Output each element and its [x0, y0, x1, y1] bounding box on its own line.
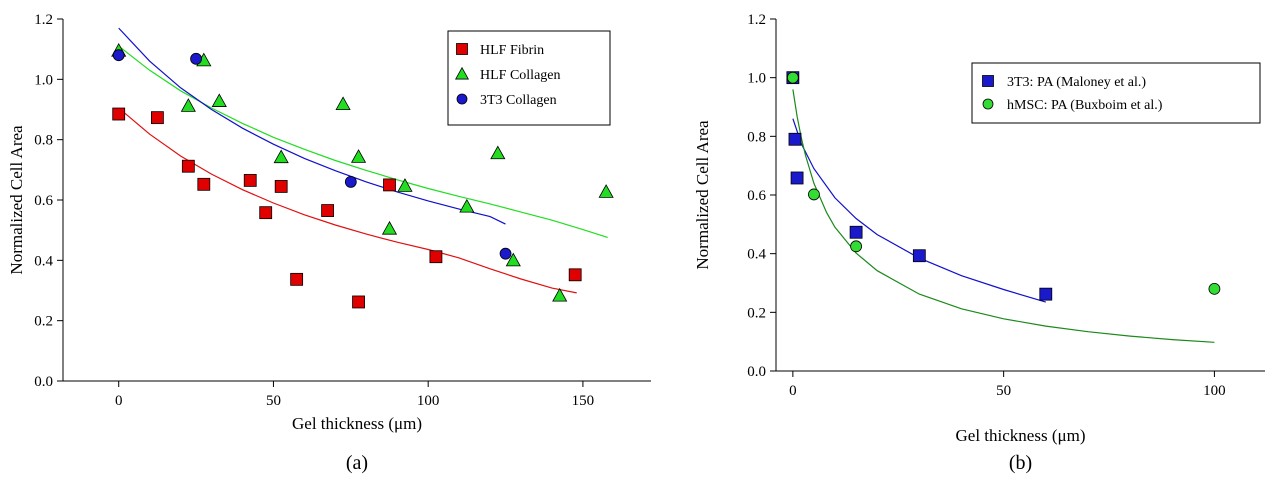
data-point — [505, 252, 521, 267]
data-point — [788, 132, 802, 146]
y-tick-label: 0.0 — [747, 364, 766, 380]
data-point — [786, 71, 799, 84]
data-point — [181, 159, 195, 173]
data-point — [350, 149, 367, 163]
legend-symbol — [982, 98, 994, 110]
data-point — [150, 111, 164, 125]
legend-label: HLF Collagen — [480, 68, 561, 83]
data-point — [429, 250, 443, 264]
data-point — [180, 98, 196, 112]
legend-box — [447, 30, 611, 126]
legend-label: hMSC: PA (Buxboim et al.) — [1007, 98, 1163, 113]
legend-label: 3T3: PA (Maloney et al.) — [1007, 75, 1146, 90]
fit-curve — [118, 107, 577, 294]
data-point — [850, 240, 862, 253]
x-tick-label: 100 — [417, 393, 440, 409]
chart-panel-a: 0.0 0.2 0.4 0.6 0.8 1.0 1.2 0 50 100 150 Gel thickn… — [7, 12, 651, 474]
data-point — [243, 173, 257, 187]
panel-label: (a) — [346, 452, 368, 474]
x-tick-label: 50 — [266, 393, 281, 409]
y-axis-label: Normalized Cell Area — [693, 120, 712, 270]
y-tick-label: 1.2 — [34, 12, 53, 28]
y-axis-label: Normalized Cell Area — [7, 125, 26, 275]
y-tick-label: 0.0 — [34, 374, 53, 390]
legend-symbol — [454, 66, 470, 80]
data-point — [552, 287, 568, 302]
x-tick-label: 150 — [572, 393, 595, 409]
fit-curve — [118, 27, 506, 225]
data-point — [352, 295, 365, 309]
y-tick-label: 0.8 — [34, 133, 53, 149]
data-point — [499, 247, 512, 260]
legend-symbol — [456, 93, 468, 105]
x-axis-label: Gel thickness (μm) — [956, 426, 1086, 445]
data-point — [397, 178, 413, 192]
data-point — [112, 49, 125, 62]
chart-panel-b: 0.0 0.2 0.4 0.6 0.8 1.0 1.2 0 50 100 Gel thickness… — [693, 12, 1265, 474]
data-point — [335, 96, 351, 110]
data-point — [383, 178, 396, 192]
legend-symbol — [982, 75, 994, 87]
data-point — [190, 52, 202, 65]
y-tick-label: 0.6 — [34, 193, 53, 209]
y-tick-label: 0.2 — [34, 314, 53, 330]
data-point — [849, 225, 863, 239]
data-point — [112, 107, 126, 121]
y-tick-label: 0.4 — [747, 247, 766, 263]
legend-box — [971, 62, 1261, 124]
legend-label: HLF Fibrin — [480, 43, 544, 58]
data-point — [912, 249, 926, 263]
data-point — [490, 145, 506, 160]
panel-label: (b) — [1009, 452, 1032, 474]
y-tick-label: 1.0 — [747, 71, 766, 87]
legend-label: 3T3 Collagen — [480, 93, 557, 108]
data-point — [1039, 287, 1053, 301]
data-point — [290, 272, 304, 286]
data-point — [381, 220, 398, 235]
y-tick-label: 0.2 — [747, 305, 766, 321]
data-point — [1208, 282, 1221, 295]
data-point — [259, 206, 273, 220]
data-point — [568, 268, 582, 282]
data-point — [598, 184, 614, 198]
x-tick-label: 100 — [1203, 383, 1226, 399]
legend-symbol — [456, 43, 468, 55]
data-point — [321, 204, 335, 217]
data-point — [211, 93, 227, 107]
data-point — [808, 188, 820, 201]
fit-curve — [792, 89, 1215, 343]
data-point — [790, 171, 804, 185]
data-point — [273, 149, 289, 164]
data-point — [344, 175, 357, 188]
y-tick-label: 1.0 — [34, 72, 53, 88]
y-tick-label: 0.8 — [747, 129, 766, 145]
x-axis-label: Gel thickness (μm) — [292, 414, 422, 433]
data-point — [274, 180, 288, 193]
x-tick-label: 0 — [115, 393, 123, 409]
data-point — [459, 198, 475, 213]
x-tick-label: 50 — [996, 383, 1011, 399]
fit-curve — [792, 118, 1046, 303]
y-tick-label: 0.4 — [34, 253, 53, 269]
data-point — [197, 177, 211, 191]
x-tick-label: 0 — [789, 383, 797, 399]
y-tick-label: 1.2 — [747, 12, 766, 28]
y-tick-label: 0.6 — [747, 188, 766, 204]
